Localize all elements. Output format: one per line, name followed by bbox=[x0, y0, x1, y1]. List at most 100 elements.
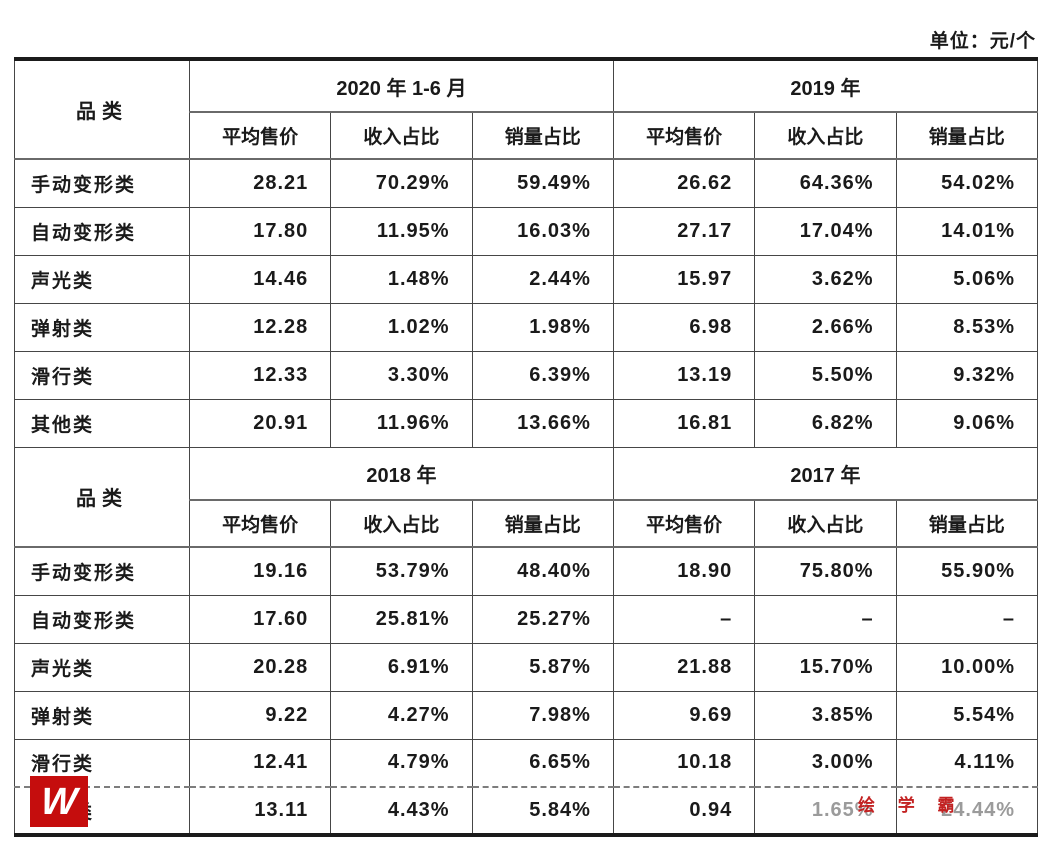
table-row: 声光类 14.46 1.48% 2.44% 15.97 3.62% 5.06% bbox=[14, 254, 1039, 304]
cell-value: 1.02% bbox=[330, 302, 473, 352]
category-column-header: 品类 bbox=[14, 58, 190, 160]
cell-value: 16.03% bbox=[471, 206, 614, 256]
cell-value: 11.95% bbox=[330, 206, 473, 256]
table-row: 弹射类 12.28 1.02% 1.98% 6.98 2.66% 8.53% bbox=[14, 302, 1039, 352]
cell-value: 11.96% bbox=[330, 398, 473, 448]
cell-value: 13.66% bbox=[471, 398, 614, 448]
cell-value: 3.62% bbox=[754, 254, 897, 304]
cell-value: 20.91 bbox=[188, 398, 332, 448]
cell-value: 55.90% bbox=[895, 546, 1039, 596]
cell-value: 27.17 bbox=[612, 206, 756, 256]
section-2020-2019-body: 手动变形类 28.21 70.29% 59.49% 26.62 64.36% 54.02% 自… bbox=[14, 158, 1039, 448]
cell-value: 48.40% bbox=[471, 546, 614, 596]
cell-value: – bbox=[754, 594, 897, 644]
header-row-years: 品类 2020 年 1-6 月 2019 年 bbox=[14, 58, 1039, 160]
subheader-volume-share: 销量占比 bbox=[895, 111, 1039, 160]
cell-value: 64.36% bbox=[754, 158, 897, 208]
cell-value: 9.32% bbox=[895, 350, 1039, 400]
table-row: 自动变形类 17.60 25.81% 25.27% – – – bbox=[14, 594, 1039, 644]
cell-value: 6.91% bbox=[330, 642, 473, 692]
subheader-volume-share: 销量占比 bbox=[895, 499, 1039, 548]
unit-label: 单位：元/个 bbox=[929, 31, 1036, 52]
cell-value: 59.49% bbox=[471, 158, 614, 208]
cell-value: 4.11% bbox=[895, 738, 1039, 788]
cell-value: 12.41 bbox=[188, 738, 332, 788]
header-row-metrics: 平均售价 收入占比 销量占比 平均售价 收入占比 销量占比 bbox=[15, 499, 1039, 548]
cell-value: 5.87% bbox=[471, 642, 614, 692]
header-row-years: 品类 2018 年 2017 年 bbox=[14, 446, 1039, 548]
cell-value: 5.54% bbox=[895, 690, 1039, 740]
cell-value: 4.43% bbox=[330, 786, 473, 836]
subheader-avg-price: 平均售价 bbox=[188, 499, 332, 548]
cell-value: 17.60 bbox=[188, 594, 332, 644]
subheader-revenue-share: 收入占比 bbox=[330, 111, 473, 160]
cell-value: 13.19 bbox=[612, 350, 756, 400]
row-category-label: 声光类 bbox=[14, 642, 190, 692]
cell-value: – bbox=[895, 594, 1039, 644]
cell-value: 54.02% bbox=[895, 158, 1039, 208]
category-column-header: 品类 bbox=[14, 446, 190, 548]
row-category-label: 其他类 bbox=[14, 398, 190, 448]
table-row: 手动变形类 19.16 53.79% 48.40% 18.90 75.80% 55.90% bbox=[14, 546, 1039, 596]
cell-value: 10.18 bbox=[612, 738, 756, 788]
watermark-text: 绘 学 霸 bbox=[858, 796, 964, 815]
cell-value: 21.88 bbox=[612, 642, 756, 692]
cell-value: 0.94 bbox=[612, 786, 756, 836]
cell-value: 6.82% bbox=[754, 398, 897, 448]
cell-value: 9.69 bbox=[612, 690, 756, 740]
row-category-label: 滑行类 bbox=[14, 350, 190, 400]
period-header-2018: 2018 年 bbox=[188, 446, 614, 501]
subheader-revenue-share: 收入占比 bbox=[754, 111, 897, 160]
cell-value: 17.04% bbox=[754, 206, 897, 256]
cell-value: 4.79% bbox=[330, 738, 473, 788]
cell-value: – bbox=[612, 594, 756, 644]
cell-value: 12.28 bbox=[188, 302, 332, 352]
cell-value: 8.53% bbox=[895, 302, 1039, 352]
price-share-table: 品类 2020 年 1-6 月 2019 年 平均售价 收入占比 销量占比 平均… bbox=[14, 57, 1039, 837]
cell-value: 28.21 bbox=[188, 158, 332, 208]
cell-value: 20.28 bbox=[188, 642, 332, 692]
cell-value: 7.98% bbox=[471, 690, 614, 740]
cell-value: 9.22 bbox=[188, 690, 332, 740]
table-row: 滑行类 12.41 4.79% 6.65% 10.18 3.00% 4.11% bbox=[14, 738, 1039, 788]
cell-value: 1.48% bbox=[330, 254, 473, 304]
cell-value: 6.65% bbox=[471, 738, 614, 788]
table-row: 弹射类 9.22 4.27% 7.98% 9.69 3.85% 5.54% bbox=[14, 690, 1039, 740]
cell-value: 26.62 bbox=[612, 158, 756, 208]
subheader-avg-price: 平均售价 bbox=[188, 111, 332, 160]
row-category-label: 自动变形类 bbox=[14, 206, 190, 256]
table-row: 声光类 20.28 6.91% 5.87% 21.88 15.70% 10.00% bbox=[14, 642, 1039, 692]
cell-value: 9.06% bbox=[895, 398, 1039, 448]
cell-value: 14.46 bbox=[188, 254, 332, 304]
cell-value: 70.29% bbox=[330, 158, 473, 208]
subheader-revenue-share: 收入占比 bbox=[754, 499, 897, 548]
table-row: 手动变形类 28.21 70.29% 59.49% 26.62 64.36% 54.02% bbox=[14, 158, 1039, 208]
cell-value: 3.00% bbox=[754, 738, 897, 788]
cell-value: 2.66% bbox=[754, 302, 897, 352]
subheader-revenue-share: 收入占比 bbox=[330, 499, 473, 548]
section-2020-2019-header: 品类 2020 年 1-6 月 2019 年 平均售价 收入占比 销量占比 平均… bbox=[14, 58, 1039, 160]
cell-value: 5.06% bbox=[895, 254, 1039, 304]
table-row: 自动变形类 17.80 11.95% 16.03% 27.17 17.04% 14.01% bbox=[14, 206, 1039, 256]
row-category-label: 自动变形类 bbox=[14, 594, 190, 644]
subheader-avg-price: 平均售价 bbox=[612, 111, 756, 160]
cell-value: 19.16 bbox=[188, 546, 332, 596]
period-header-2020: 2020 年 1-6 月 bbox=[188, 58, 614, 113]
cell-value: 15.97 bbox=[612, 254, 756, 304]
cell-value: 16.81 bbox=[612, 398, 756, 448]
table-row: 其他类 20.91 11.96% 13.66% 16.81 6.82% 9.06% bbox=[14, 398, 1039, 448]
period-header-2017: 2017 年 bbox=[612, 446, 1039, 501]
row-category-label: 弹射类 bbox=[14, 690, 190, 740]
cell-value: 5.50% bbox=[754, 350, 897, 400]
table-row: 滑行类 12.33 3.30% 6.39% 13.19 5.50% 9.32% bbox=[14, 350, 1039, 400]
header-row-metrics: 平均售价 收入占比 销量占比 平均售价 收入占比 销量占比 bbox=[15, 111, 1039, 160]
logo-w-icon: W bbox=[39, 780, 79, 823]
cell-value: 1.65% bbox=[754, 786, 897, 836]
cell-value: 10.00% bbox=[895, 642, 1039, 692]
row-category-label: 手动变形类 bbox=[14, 546, 190, 596]
period-header-2019: 2019 年 bbox=[612, 58, 1039, 113]
cell-value: 12.33 bbox=[188, 350, 332, 400]
subheader-volume-share: 销量占比 bbox=[471, 111, 614, 160]
cell-value: 4.27% bbox=[330, 690, 473, 740]
row-category-label: 手动变形类 bbox=[14, 158, 190, 208]
